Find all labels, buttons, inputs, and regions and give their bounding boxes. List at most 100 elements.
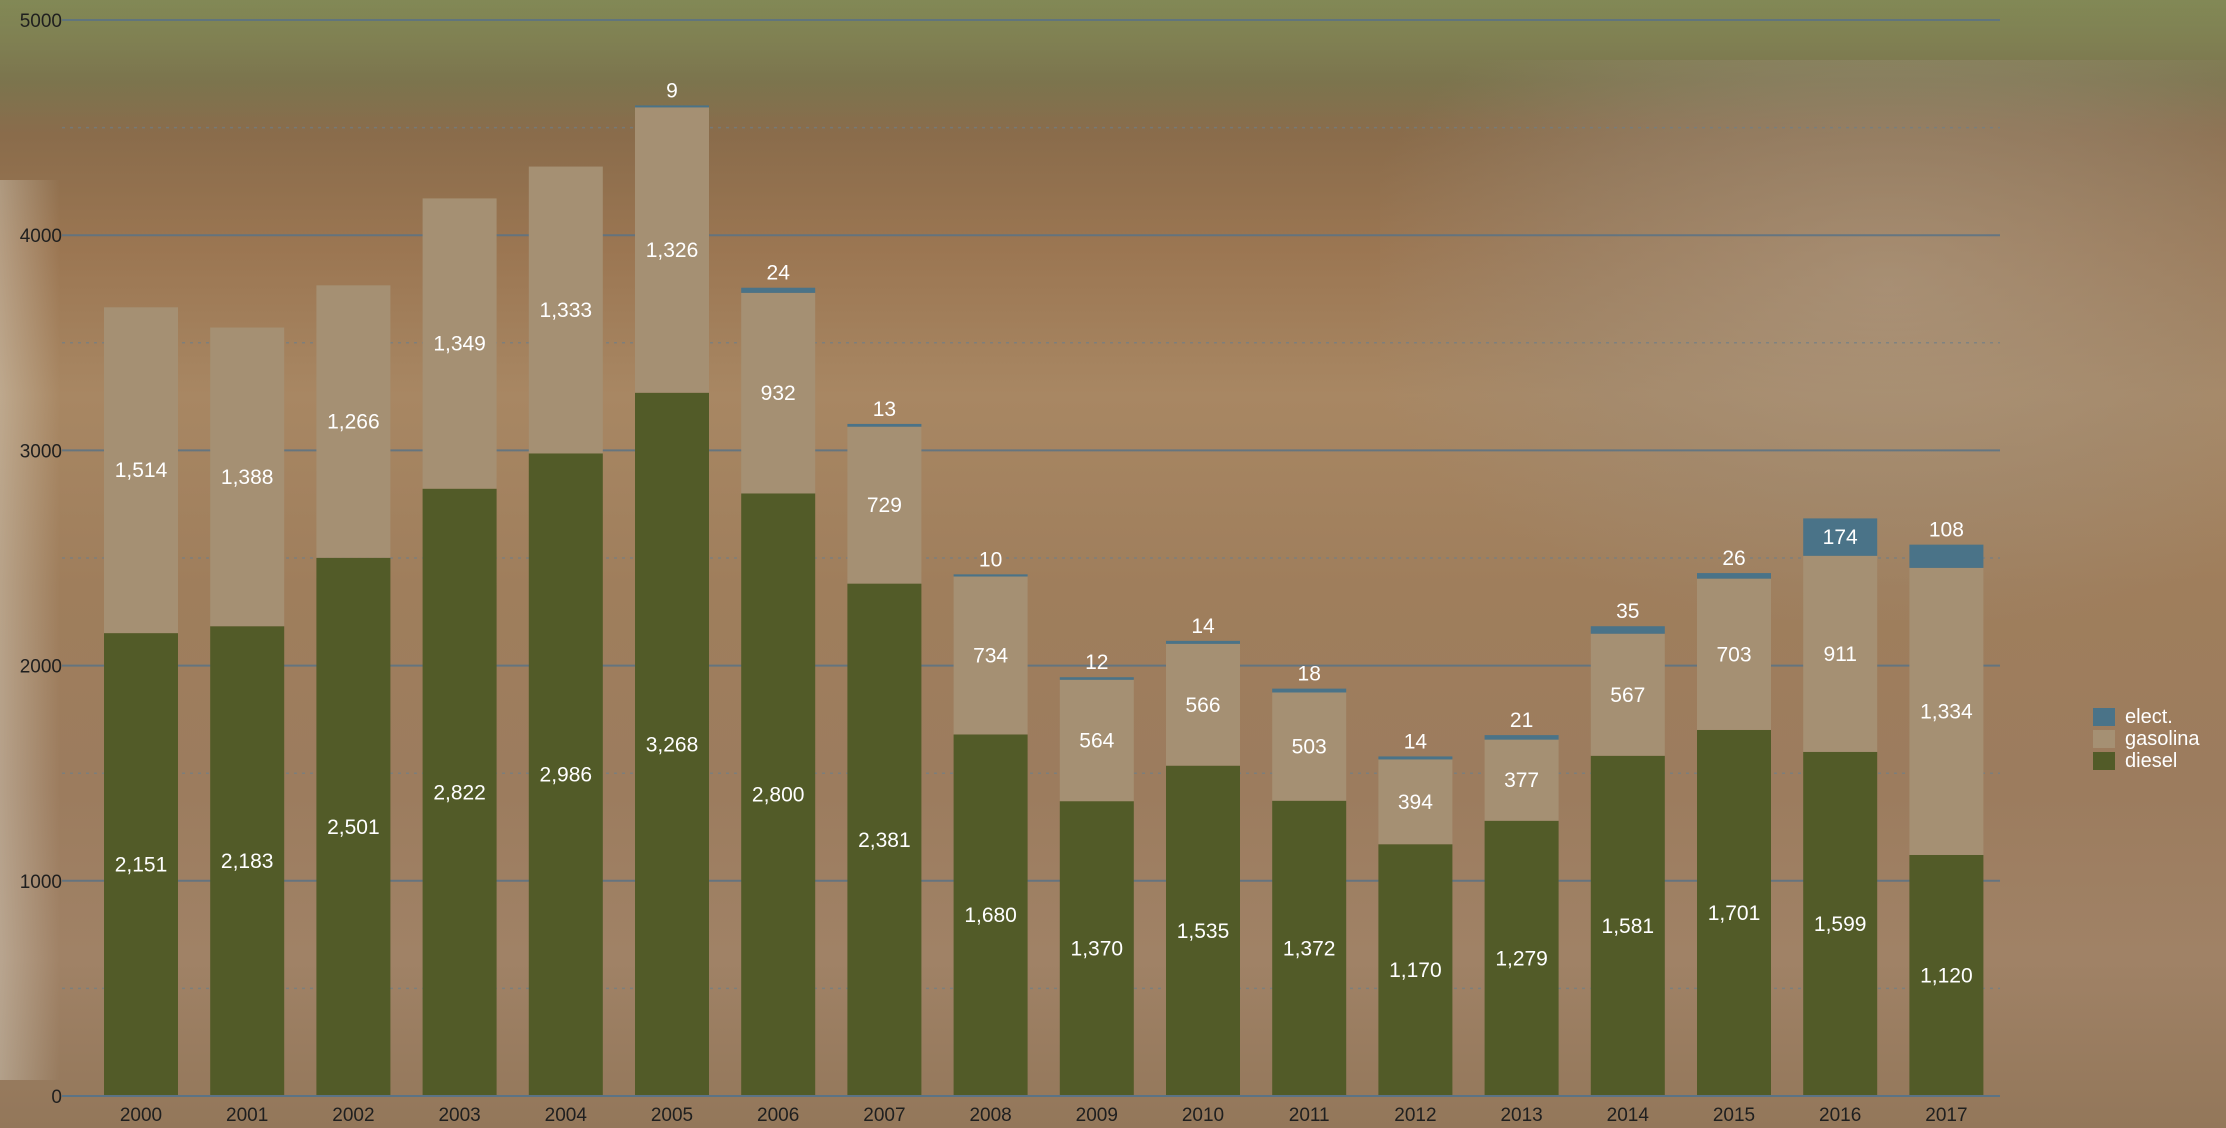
bar-gasolina-2008 xyxy=(953,576,1028,735)
data-label-elect-2006: 24 xyxy=(767,262,791,285)
bar-diesel-2003 xyxy=(422,488,497,1097)
bar-gasolina-2006 xyxy=(741,292,816,494)
bar-elect-2011 xyxy=(1272,688,1347,693)
data-label-diesel-2007: 2,381 xyxy=(858,829,911,852)
chart-legend: elect. gasolina diesel xyxy=(2093,706,2200,772)
legend-swatch-diesel xyxy=(2093,752,2115,770)
bar-gasolina-2000 xyxy=(104,307,178,634)
data-label-diesel-2017: 1,120 xyxy=(1920,964,1973,987)
bar-diesel-2016 xyxy=(1803,751,1878,1096)
data-label-diesel-2002: 2,501 xyxy=(327,816,380,839)
bar-gasolina-2015 xyxy=(1697,578,1771,730)
x-tick-label: 2012 xyxy=(1394,1105,1436,1126)
bar-diesel-2002 xyxy=(316,557,391,1096)
data-label-diesel-2012: 1,170 xyxy=(1389,959,1442,982)
legend-swatch-gasolina xyxy=(2093,730,2115,748)
rock-texture xyxy=(1380,60,2226,620)
y-tick-label: 2000 xyxy=(20,657,62,678)
x-tick-label: 2000 xyxy=(120,1105,162,1126)
legend-item-diesel: diesel xyxy=(2093,750,2200,772)
bar-gasolina-2010 xyxy=(1166,643,1240,766)
data-label-elect-2011: 18 xyxy=(1298,663,1321,686)
data-label-elect-2005: 9 xyxy=(666,79,678,102)
bar-gasolina-2012 xyxy=(1378,759,1453,845)
data-label-diesel-2010: 1,535 xyxy=(1177,920,1230,943)
data-label-gasolina-2014: 567 xyxy=(1610,684,1645,707)
bar-elect-2015 xyxy=(1697,573,1771,579)
bar-gasolina-2002 xyxy=(316,285,391,558)
bar-diesel-2006 xyxy=(741,493,816,1096)
legend-label-gasolina: gasolina xyxy=(2125,727,2200,750)
data-label-gasolina-2007: 729 xyxy=(867,494,902,517)
bar-diesel-2014 xyxy=(1590,755,1665,1096)
x-tick-label: 2001 xyxy=(226,1105,268,1126)
bar-gasolina-2001 xyxy=(210,327,285,627)
y-tick-label: 1000 xyxy=(20,872,62,893)
x-tick-label: 2017 xyxy=(1925,1105,1967,1126)
bar-diesel-2011 xyxy=(1272,800,1347,1096)
bar-gasolina-2009 xyxy=(1059,679,1134,802)
x-tick-label: 2004 xyxy=(545,1105,588,1126)
data-label-gasolina-2003: 1,349 xyxy=(433,333,486,356)
x-tick-label: 2014 xyxy=(1607,1105,1650,1126)
bar-diesel-2005 xyxy=(635,392,709,1096)
bar-gasolina-2011 xyxy=(1272,692,1347,801)
data-label-diesel-2006: 2,800 xyxy=(752,784,805,807)
data-label-gasolina-2004: 1,333 xyxy=(540,299,593,322)
data-label-elect-2014: 35 xyxy=(1616,600,1639,623)
bar-diesel-2008 xyxy=(953,734,1028,1096)
data-label-gasolina-2002: 1,266 xyxy=(327,411,380,434)
data-label-gasolina-2017: 1,334 xyxy=(1920,700,1973,723)
data-label-gasolina-2011: 503 xyxy=(1292,736,1327,759)
data-label-gasolina-2012: 394 xyxy=(1398,791,1433,814)
bar-diesel-2012 xyxy=(1378,844,1453,1096)
data-label-gasolina-2013: 377 xyxy=(1504,769,1539,792)
x-tick-label: 2007 xyxy=(863,1105,905,1126)
bar-gasolina-2013 xyxy=(1484,739,1559,821)
data-label-diesel-2015: 1,701 xyxy=(1708,902,1761,925)
bar-elect-2014 xyxy=(1590,626,1665,634)
x-tick-label: 2005 xyxy=(651,1105,693,1126)
y-tick-label: 4000 xyxy=(20,226,62,247)
data-label-diesel-2000: 2,151 xyxy=(115,854,168,877)
x-tick-label: 2013 xyxy=(1500,1105,1542,1126)
data-label-gasolina-2005: 1,326 xyxy=(646,239,699,262)
bar-gasolina-2016 xyxy=(1803,555,1878,752)
data-label-gasolina-2000: 1,514 xyxy=(115,459,168,482)
data-label-diesel-2008: 1,680 xyxy=(964,904,1017,927)
data-label-diesel-2004: 2,986 xyxy=(540,764,593,787)
data-label-gasolina-2001: 1,388 xyxy=(221,466,274,489)
data-label-diesel-2005: 3,268 xyxy=(646,733,699,756)
bar-gasolina-2004 xyxy=(528,166,603,454)
x-tick-label: 2011 xyxy=(1289,1105,1330,1126)
data-label-elect-2012: 14 xyxy=(1404,730,1428,753)
bar-elect-2013 xyxy=(1484,735,1559,740)
bar-gasolina-2003 xyxy=(422,198,497,489)
data-label-elect-2017: 108 xyxy=(1929,519,1964,542)
bar-elect-2009 xyxy=(1059,677,1134,680)
bar-diesel-2007 xyxy=(847,583,922,1096)
data-label-diesel-2014: 1,581 xyxy=(1602,915,1655,938)
x-tick-label: 2010 xyxy=(1182,1105,1224,1126)
bar-gasolina-2005 xyxy=(635,107,709,393)
bar-gasolina-2007 xyxy=(847,426,922,584)
bar-gasolina-2014 xyxy=(1590,633,1665,756)
bar-elect-2012 xyxy=(1378,756,1453,760)
bar-diesel-2010 xyxy=(1166,765,1240,1096)
y-tick-label: 3000 xyxy=(20,441,62,462)
bar-diesel-2015 xyxy=(1697,729,1771,1096)
bar-diesel-2017 xyxy=(1909,854,1984,1096)
bar-elect-2005 xyxy=(635,105,709,108)
bar-elect-2017 xyxy=(1909,544,1984,568)
data-label-diesel-2013: 1,279 xyxy=(1495,947,1548,970)
bar-elect-2006 xyxy=(741,287,816,293)
data-label-elect-2009: 12 xyxy=(1085,651,1108,674)
x-tick-label: 2006 xyxy=(757,1105,799,1126)
data-label-elect-2015: 26 xyxy=(1722,547,1745,570)
data-label-gasolina-2010: 566 xyxy=(1185,694,1220,717)
x-tick-label: 2016 xyxy=(1819,1105,1861,1126)
data-label-gasolina-2016: 911 xyxy=(1823,643,1856,666)
bar-elect-2007 xyxy=(847,423,922,427)
data-label-diesel-2003: 2,822 xyxy=(433,781,486,804)
